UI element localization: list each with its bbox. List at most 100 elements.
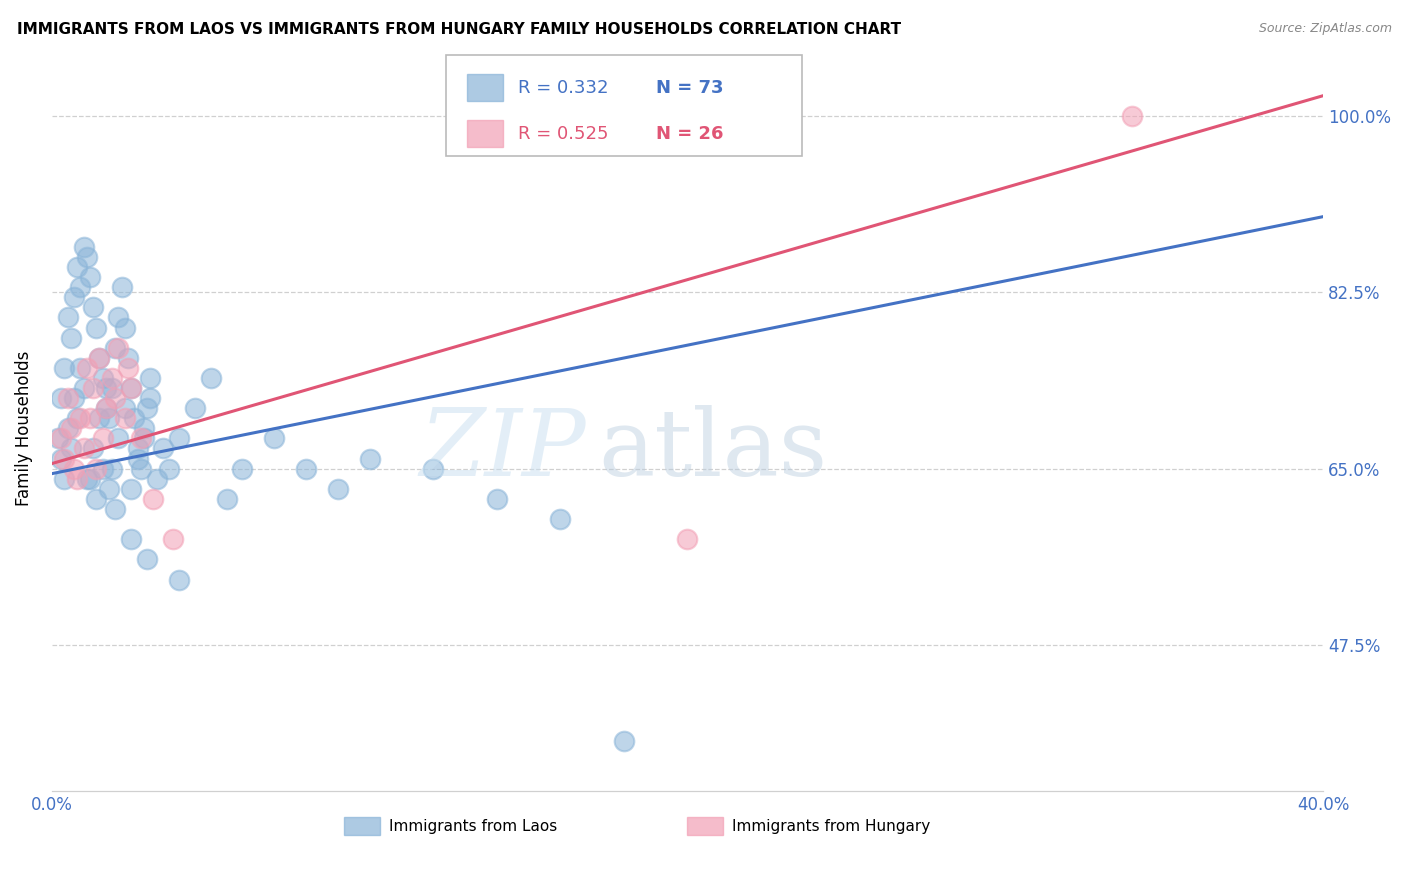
Point (59, 421, 82, 435)
Point (91, 371, 114, 385)
Point (46, 431, 69, 445)
Point (111, 280, 134, 294)
Point (91, 431, 114, 445)
Point (84, 461, 107, 475)
Point (120, 381, 142, 395)
Point (117, 351, 139, 365)
Point (53, 472, 76, 486)
Point (94, 381, 117, 395)
Point (63, 290, 86, 304)
Point (69, 360, 91, 375)
Point (295, 461, 318, 475)
Point (142, 491, 165, 506)
Point (89, 411, 111, 425)
FancyBboxPatch shape (467, 120, 503, 147)
Point (66, 411, 89, 425)
Text: N = 26: N = 26 (655, 125, 723, 143)
Point (107, 310, 129, 325)
Point (127, 442, 149, 456)
Point (59, 442, 82, 456)
Point (104, 341, 127, 355)
Point (82, 381, 104, 395)
Point (101, 381, 124, 395)
Point (82, 442, 104, 456)
Point (104, 502, 127, 516)
Point (613, 733, 636, 747)
Point (69, 280, 91, 294)
Text: N = 73: N = 73 (655, 78, 723, 96)
Point (94, 401, 117, 416)
Point (89, 351, 111, 365)
Point (53, 451, 76, 466)
Point (56, 310, 79, 325)
Point (139, 391, 162, 405)
Point (97, 482, 120, 496)
Point (72, 381, 94, 395)
Point (56, 391, 79, 405)
Point (94, 401, 117, 416)
Y-axis label: Family Households: Family Households (15, 351, 32, 506)
Point (107, 341, 129, 355)
Point (51, 431, 73, 445)
Point (72, 240, 94, 254)
Point (485, 491, 508, 506)
Point (550, 512, 572, 526)
Point (66, 472, 89, 486)
Point (136, 552, 159, 566)
Point (129, 461, 152, 475)
FancyBboxPatch shape (344, 816, 380, 835)
Point (79, 270, 101, 285)
Text: ZIP: ZIP (419, 405, 586, 495)
Point (139, 371, 162, 385)
Point (1121, 109, 1143, 123)
Point (114, 320, 136, 334)
Text: Immigrants from Hungary: Immigrants from Hungary (733, 819, 931, 833)
Point (84, 491, 107, 506)
Point (89, 351, 111, 365)
Point (76, 250, 98, 264)
Point (76, 360, 98, 375)
Point (114, 401, 136, 416)
Point (145, 472, 167, 486)
Point (200, 371, 222, 385)
Point (53, 360, 76, 375)
Point (51, 391, 73, 405)
FancyBboxPatch shape (688, 816, 723, 835)
Point (84, 320, 107, 334)
Point (167, 573, 190, 587)
Text: R = 0.525: R = 0.525 (519, 125, 609, 143)
Point (82, 301, 104, 315)
Point (132, 421, 155, 435)
Point (263, 431, 285, 445)
Point (129, 431, 152, 445)
Point (120, 532, 142, 546)
Point (63, 461, 86, 475)
Point (107, 431, 129, 445)
Point (120, 482, 142, 496)
Text: atlas: atlas (599, 405, 828, 495)
Point (231, 461, 253, 475)
Point (157, 461, 180, 475)
Point (162, 532, 184, 546)
Point (56, 421, 79, 435)
Point (104, 391, 127, 405)
Point (152, 442, 174, 456)
Point (422, 461, 444, 475)
Point (69, 411, 91, 425)
Point (136, 401, 159, 416)
Point (184, 401, 207, 416)
Point (676, 532, 699, 546)
Text: IMMIGRANTS FROM LAOS VS IMMIGRANTS FROM HUNGARY FAMILY HOUSEHOLDS CORRELATION CH: IMMIGRANTS FROM LAOS VS IMMIGRANTS FROM … (17, 22, 901, 37)
Point (114, 411, 136, 425)
Point (359, 451, 381, 466)
Point (51, 451, 73, 466)
Point (215, 491, 238, 506)
Point (91, 461, 114, 475)
Point (72, 442, 94, 456)
Point (66, 260, 89, 274)
Point (117, 360, 139, 375)
Point (97, 411, 120, 425)
Point (101, 371, 124, 385)
FancyBboxPatch shape (446, 54, 801, 156)
Point (59, 330, 82, 344)
